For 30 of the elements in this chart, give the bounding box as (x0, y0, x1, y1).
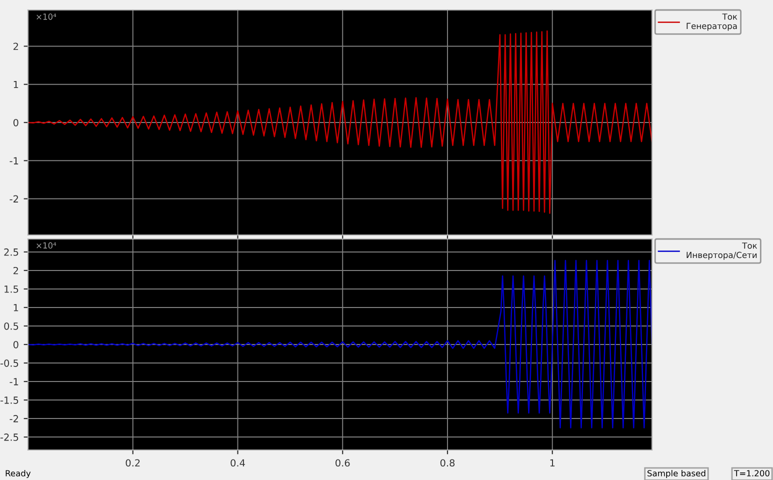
y-tick-label: -1.5 (0, 396, 18, 404)
x-tick-label: 0.6 (336, 459, 350, 467)
y-tick-label: 0 (13, 118, 18, 126)
y-tick-label: -1 (10, 157, 18, 164)
y-tick-label: 2 (14, 266, 18, 274)
text: Ток Инвертора/Сети (686, 242, 758, 260)
text: Sample based (647, 470, 706, 478)
y-tick-label: 0.5 (4, 322, 18, 330)
y-tick-label: -2 (10, 415, 18, 422)
line-series (28, 30, 652, 214)
text: Ready (6, 470, 31, 478)
y-tick-label: -2 (10, 195, 18, 202)
text: Ток Генератора (686, 14, 738, 31)
y-tick-label: 1 (14, 304, 18, 312)
y-tick-label: -2.5 (0, 434, 18, 441)
line-series (28, 260, 652, 428)
annotation: ×10⁴ (36, 14, 56, 20)
y-tick-label: 0 (13, 340, 18, 348)
text: T=1.200 (734, 470, 770, 476)
x-tick-label: 0.4 (230, 459, 245, 467)
x-tick-label: 0.2 (126, 459, 140, 467)
y-tick-label: -1 (10, 378, 18, 386)
x-tick-label: 1 (550, 459, 555, 466)
y-tick-label: 2 (14, 42, 18, 50)
y-tick-label: 1.5 (4, 286, 18, 293)
y-tick-label: 2.5 (4, 248, 18, 256)
x-tick-label: 0.8 (440, 459, 455, 467)
y-tick-label: -0.5 (0, 359, 18, 367)
y-tick-label: 1 (14, 80, 18, 88)
annotation: ×10⁴ (36, 242, 56, 249)
